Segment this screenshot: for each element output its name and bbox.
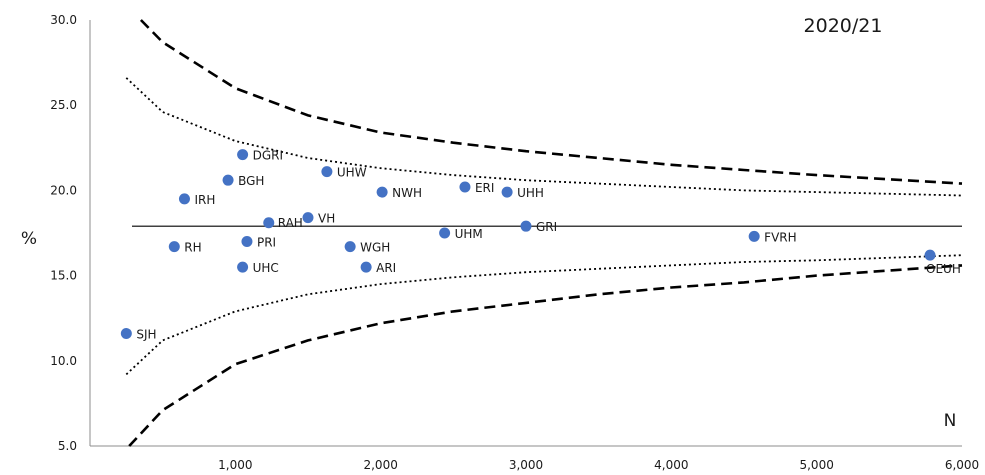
outer-upper-limit-line [139, 19, 963, 185]
point-label: SJH [136, 328, 156, 342]
control-limits [125, 19, 963, 447]
x-tick-label: 2,000 [363, 458, 397, 472]
data-point-uhh [501, 186, 513, 198]
data-point-uhc [237, 261, 249, 273]
data-point-rh [168, 241, 180, 253]
data-point-uhm [439, 227, 451, 239]
x-tick-label: 4,000 [654, 458, 688, 472]
data-point-fvrh [748, 230, 760, 242]
point-label: OEUH [926, 262, 961, 276]
point-label: VH [318, 212, 335, 226]
y-axis-label: % [21, 229, 37, 249]
x-tick-label: 5,000 [799, 458, 833, 472]
y-tick-label: 25.0 [50, 98, 77, 112]
point-label: FVRH [764, 230, 796, 244]
x-tick-labels: 1,000 2,000 3,000 4,000 5,000 6,000 [218, 458, 979, 472]
outer-lower-limit-line [128, 264, 963, 447]
data-point-uhw [321, 166, 333, 178]
data-point-nwh [376, 186, 388, 198]
data-point-gri [520, 220, 532, 232]
point-label: GRI [536, 220, 557, 234]
data-point-irh [178, 193, 190, 205]
point-label: DGRI [253, 149, 283, 163]
chart-title: 2020/21 [804, 15, 883, 37]
point-label: RAH [278, 216, 303, 230]
point-label: RH [184, 241, 201, 255]
inner-upper-limit-line [125, 77, 963, 197]
point-label: UHC [253, 261, 279, 275]
data-point-eri [459, 181, 471, 193]
y-tick-label: 10.0 [50, 354, 77, 368]
y-tick-label: 5.0 [58, 439, 77, 453]
point-label: IRH [194, 193, 215, 207]
x-tick-label: 1,000 [218, 458, 252, 472]
point-label: UHW [337, 166, 367, 180]
point-label: ERI [475, 181, 494, 195]
y-tick-label: 20.0 [50, 183, 77, 197]
point-label: UHM [455, 227, 483, 241]
x-tick-label: 3,000 [509, 458, 543, 472]
point-label: WGH [360, 241, 390, 255]
data-point-dgri [237, 149, 249, 161]
point-label: PRI [257, 236, 276, 250]
data-point-rah [263, 217, 275, 229]
y-tick-label: 15.0 [50, 269, 77, 283]
inner-lower-limit-line [125, 254, 963, 376]
point-label: ARI [376, 261, 396, 275]
data-point-bgh [222, 174, 234, 186]
data-point-sjh [120, 328, 132, 340]
point-label: BGH [238, 174, 264, 188]
data-point-pri [241, 236, 253, 248]
data-point-ari [360, 261, 372, 273]
data-point-oeuh [924, 249, 936, 261]
x-tick-label: 6,000 [945, 458, 979, 472]
y-tick-label: 30.0 [50, 13, 77, 27]
x-axis-label: N [944, 411, 957, 431]
data-point-vh [302, 212, 314, 224]
y-tick-labels: 5.0 10.0 15.0 20.0 25.0 30.0 [50, 13, 77, 453]
data-point-wgh [344, 241, 356, 253]
point-label: UHH [517, 186, 544, 200]
point-label: NWH [392, 186, 422, 200]
